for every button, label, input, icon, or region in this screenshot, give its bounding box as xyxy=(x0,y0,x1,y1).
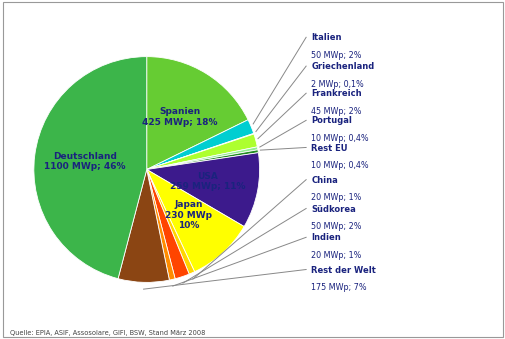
Text: Frankreich: Frankreich xyxy=(311,89,361,98)
Wedge shape xyxy=(146,170,244,272)
Text: 50 MWp; 2%: 50 MWp; 2% xyxy=(311,51,361,60)
Text: Spanien
425 MWp; 18%: Spanien 425 MWp; 18% xyxy=(141,107,217,126)
Text: 10 MWp; 0,4%: 10 MWp; 0,4% xyxy=(311,134,368,143)
Text: 2 MWp; 0,1%: 2 MWp; 0,1% xyxy=(311,80,363,89)
Wedge shape xyxy=(146,153,259,226)
Text: Griechenland: Griechenland xyxy=(311,62,374,71)
Text: Quelle: EPIA, ASIF, Assosolare, GIFI, BSW, Stand März 2008: Quelle: EPIA, ASIF, Assosolare, GIFI, BS… xyxy=(10,330,205,336)
Text: USA
259 MWp; 11%: USA 259 MWp; 11% xyxy=(170,172,245,191)
Text: Rest EU: Rest EU xyxy=(311,143,347,153)
Wedge shape xyxy=(146,57,247,170)
Text: 20 MWp; 1%: 20 MWp; 1% xyxy=(311,251,361,260)
Text: Japan
230 MWp
10%: Japan 230 MWp 10% xyxy=(165,200,212,230)
Text: Deutschland
1100 MWp; 46%: Deutschland 1100 MWp; 46% xyxy=(44,152,126,171)
Text: Indien: Indien xyxy=(311,233,340,242)
Wedge shape xyxy=(146,170,194,274)
Wedge shape xyxy=(146,170,175,280)
Text: 10 MWp; 0,4%: 10 MWp; 0,4% xyxy=(311,161,368,170)
Wedge shape xyxy=(146,134,257,170)
Text: Portugal: Portugal xyxy=(311,116,351,125)
Text: 50 MWp; 2%: 50 MWp; 2% xyxy=(311,222,361,231)
Text: China: China xyxy=(311,176,337,185)
Text: Italien: Italien xyxy=(311,33,341,42)
Wedge shape xyxy=(34,57,146,279)
Wedge shape xyxy=(146,150,258,170)
Wedge shape xyxy=(146,134,254,170)
Wedge shape xyxy=(146,147,258,170)
Text: Südkorea: Südkorea xyxy=(311,204,355,214)
Wedge shape xyxy=(146,120,253,170)
Text: 45 MWp; 2%: 45 MWp; 2% xyxy=(311,107,361,116)
Wedge shape xyxy=(118,170,169,282)
Text: Rest der Welt: Rest der Welt xyxy=(311,265,375,275)
Wedge shape xyxy=(146,170,189,279)
Text: 175 MWp; 7%: 175 MWp; 7% xyxy=(311,283,366,292)
Text: 20 MWp; 1%: 20 MWp; 1% xyxy=(311,193,361,202)
